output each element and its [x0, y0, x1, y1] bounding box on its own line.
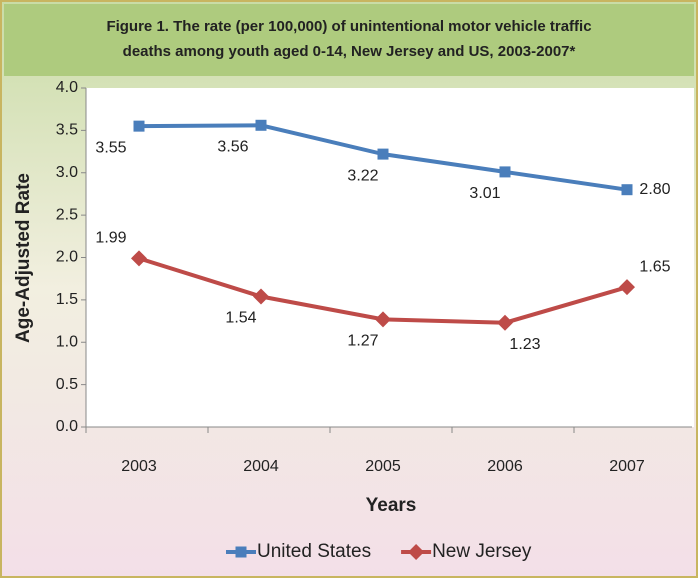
y-tick-label: 2.5: [56, 206, 78, 223]
x-tick-label: 2006: [487, 458, 523, 475]
y-tick-label: 1.0: [56, 333, 78, 350]
x-tick-label: 2004: [243, 458, 279, 475]
data-label: 1.65: [639, 258, 670, 275]
y-tick-label: 3.5: [56, 122, 78, 139]
y-tick-label: 0.0: [56, 418, 78, 435]
legend-label: United States: [257, 541, 371, 562]
data-label: 3.56: [217, 139, 248, 156]
data-label: 3.22: [347, 167, 378, 184]
data-point: [375, 311, 391, 328]
title-box: [4, 4, 694, 76]
plot-area: [86, 88, 694, 427]
chart-title: Figure 1. The rate (per 100,000) of unin…: [106, 18, 591, 35]
chart-title: deaths among youth aged 0-14, New Jersey…: [123, 43, 576, 60]
data-point: [131, 250, 147, 267]
x-tick-label: 2005: [365, 458, 401, 475]
data-point: [497, 314, 513, 331]
data-label: 1.23: [509, 336, 540, 353]
data-label: 1.54: [225, 310, 256, 327]
data-point: [253, 288, 269, 305]
data-label: 3.55: [95, 139, 126, 156]
y-tick-label: 0.5: [56, 376, 78, 393]
y-tick-label: 3.0: [56, 164, 78, 181]
data-point: [499, 166, 511, 178]
data-label: 2.80: [639, 181, 670, 198]
legend-label: New Jersey: [432, 541, 532, 562]
data-point: [621, 184, 633, 196]
y-tick-label: 4.0: [56, 79, 78, 96]
legend-marker: [235, 546, 247, 558]
data-label: 3.01: [469, 185, 500, 202]
legend-marker: [408, 544, 425, 560]
data-label: 1.27: [347, 333, 378, 350]
data-point: [133, 120, 145, 132]
data-label: 1.99: [95, 230, 126, 247]
x-axis-title: Years: [366, 495, 417, 516]
data-point: [255, 119, 267, 131]
y-tick-label: 2.0: [56, 249, 78, 266]
data-point: [619, 279, 635, 296]
x-tick-label: 2003: [121, 458, 157, 475]
x-tick-label: 2007: [609, 458, 645, 475]
y-axis-title: Age-Adjusted Rate: [13, 173, 34, 343]
y-tick-label: 1.5: [56, 291, 78, 308]
data-point: [377, 148, 389, 160]
